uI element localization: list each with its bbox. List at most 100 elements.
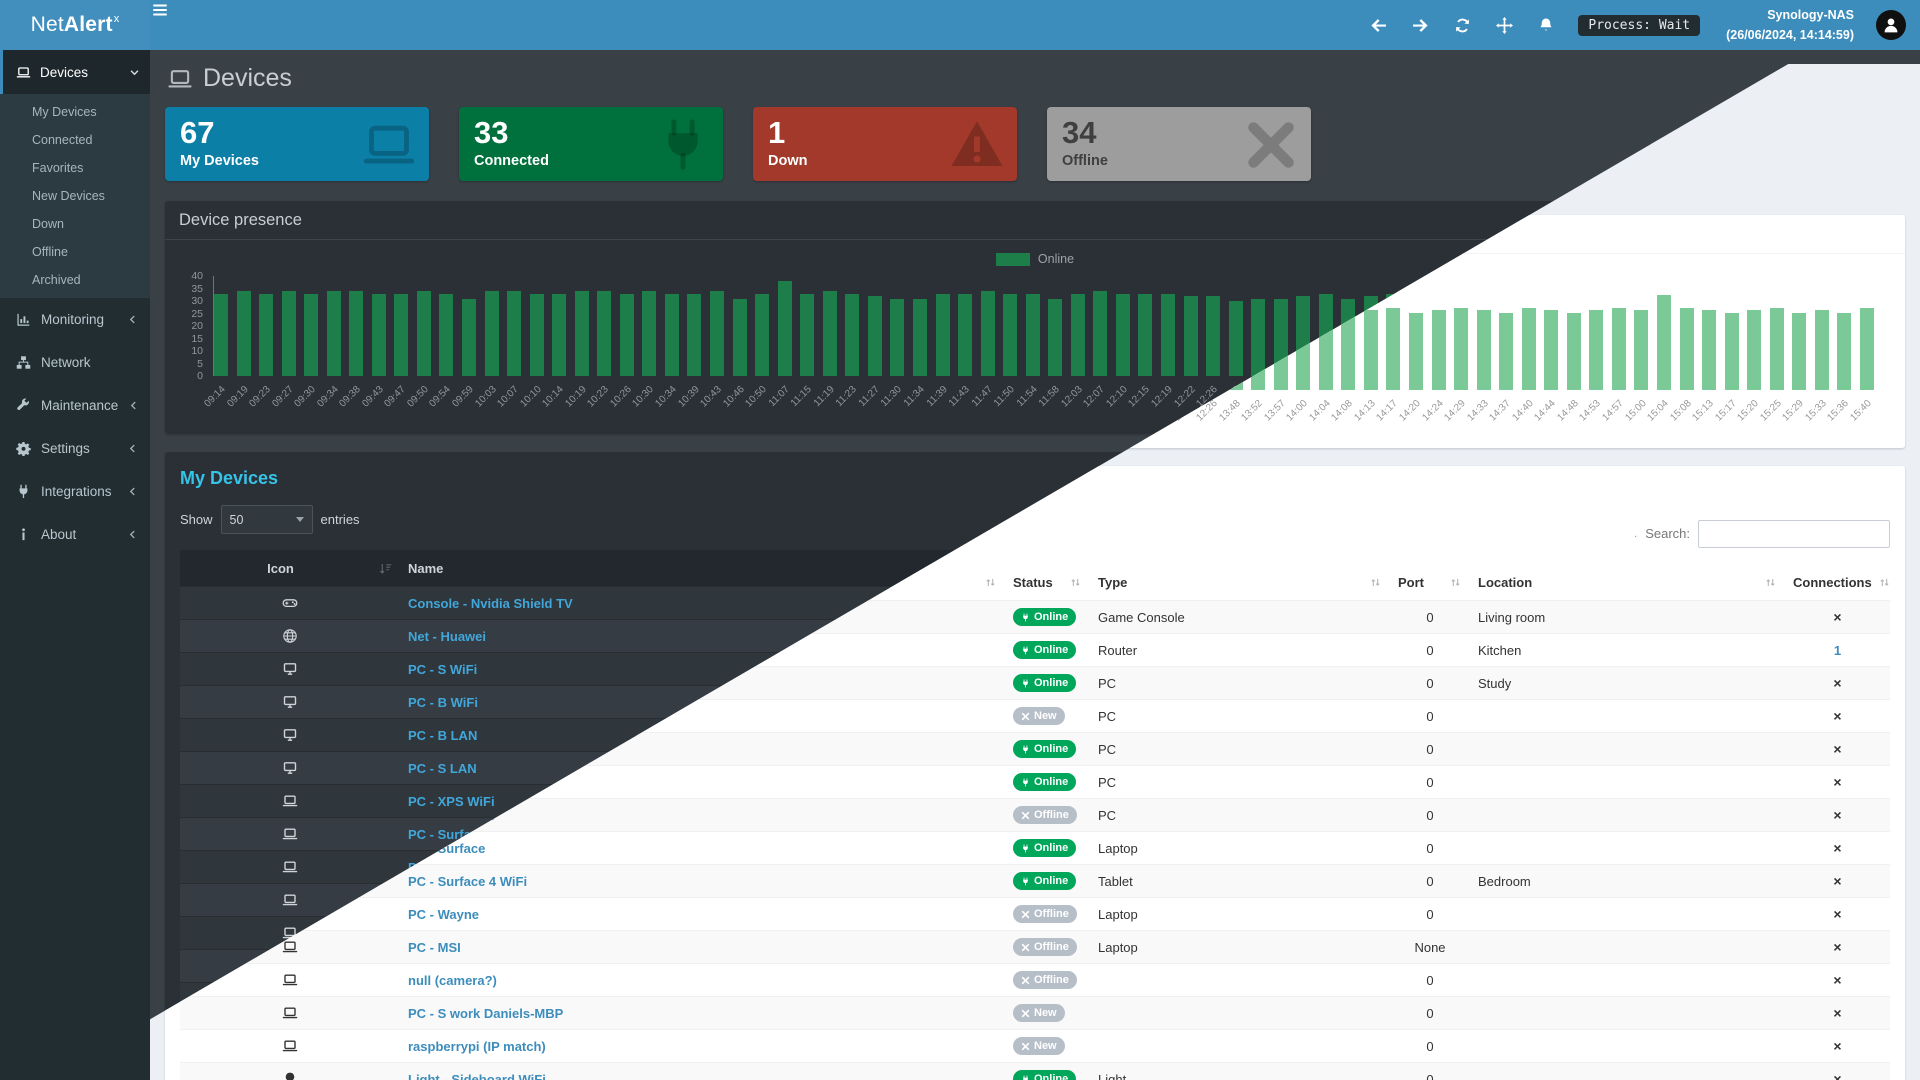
sidebar-item-settings[interactable]: Settings	[0, 427, 150, 470]
chart-bar	[1792, 312, 1807, 390]
sidebar-item-monitoring[interactable]: Monitoring	[0, 298, 150, 341]
device-status-cell: New	[1005, 707, 1090, 725]
sidebar-subitem-favorites[interactable]: Favorites	[32, 161, 84, 175]
device-name-link[interactable]: PC - XPS WiFi	[408, 793, 495, 809]
sitemap-icon	[16, 355, 31, 370]
move-icon[interactable]	[1494, 15, 1514, 35]
device-name-link[interactable]: Console - Nvidia Shield TV	[408, 595, 573, 611]
chart-bar	[1183, 296, 1198, 376]
chart-bar	[800, 293, 815, 376]
chart-bar	[732, 298, 747, 376]
device-name-link[interactable]: PC - S LAN	[408, 760, 477, 776]
sidebar-subitem-down[interactable]: Down	[32, 217, 64, 231]
column-header-type[interactable]: Type	[1090, 564, 1390, 600]
sidebar-item-network[interactable]: Network	[0, 341, 150, 384]
sidebar-subitem-connected[interactable]: Connected	[32, 133, 93, 147]
device-icon-cell	[180, 661, 400, 677]
sidebar-item-maintenance[interactable]: Maintenance	[0, 384, 150, 427]
card-value: 67	[180, 115, 215, 150]
chart-bar	[1679, 307, 1694, 390]
search-input[interactable]	[1698, 519, 1890, 548]
status-badge: Online	[1013, 839, 1077, 857]
column-header-icon[interactable]: Icon	[180, 550, 400, 586]
device-icon-cell	[180, 793, 400, 809]
status-label: Online	[1034, 775, 1069, 788]
sidebar-subitem-offline[interactable]: Offline	[32, 245, 68, 259]
column-label: Connections	[1793, 574, 1872, 590]
device-connections-cell: ×	[1785, 774, 1890, 790]
chart-bar	[1160, 293, 1175, 376]
y-tick-label: 20	[191, 320, 203, 332]
avatar[interactable]	[1876, 10, 1906, 40]
sidebar-subitem-my-devices[interactable]: My Devices	[32, 105, 97, 119]
device-icon-cell	[180, 826, 400, 842]
sidebar-item-label: Maintenance	[41, 398, 119, 413]
x-icon	[1021, 910, 1030, 919]
connections-link[interactable]: 1	[1833, 642, 1842, 658]
status-badge: New	[1013, 707, 1065, 725]
search-prefix: .	[1634, 527, 1638, 540]
card-connected[interactable]: 33 Connected	[459, 107, 723, 181]
bell-icon[interactable]	[1536, 15, 1556, 35]
chart-bar	[552, 293, 567, 376]
status-badge: Online	[1013, 641, 1077, 659]
device-name-cell: raspberrypi (IP match)	[400, 1039, 1005, 1054]
page-size-select[interactable]: 50	[220, 505, 313, 534]
chart-bar	[529, 293, 544, 376]
sidebar-item-integrations[interactable]: Integrations	[0, 470, 150, 513]
x-icon	[1243, 117, 1299, 173]
device-name-link[interactable]: PC - S WiFi	[408, 661, 478, 677]
no-connection-mark: ×	[1833, 840, 1842, 856]
status-label: Online	[1034, 1072, 1069, 1080]
column-header-location[interactable]: Location	[1470, 564, 1785, 600]
devices-submenu: My Devices Connected Favorites New Devices D…	[0, 94, 150, 298]
status-badge: New	[1013, 1037, 1065, 1055]
sort-updown-icon	[1449, 576, 1462, 589]
card-offline[interactable]: 34 Offline	[1047, 107, 1311, 181]
no-connection-mark: ×	[1833, 939, 1842, 955]
arrow-left-icon[interactable]	[1368, 15, 1388, 35]
sidebar-subitem-new-devices[interactable]: New Devices	[32, 189, 105, 203]
sidebar-subitem-archived[interactable]: Archived	[32, 273, 81, 287]
status-label: Online	[1034, 874, 1069, 887]
card-my-devices[interactable]: 67 My Devices	[165, 107, 429, 181]
device-type-cell: Game Console	[1098, 609, 1185, 625]
chart-bar	[1521, 307, 1536, 390]
chart-bar	[281, 291, 296, 376]
device-name-link[interactable]: null (camera?)	[408, 972, 497, 988]
sort-updown-icon	[1878, 576, 1891, 589]
refresh-icon[interactable]	[1452, 15, 1472, 35]
chart-bar	[1657, 295, 1671, 390]
status-badge: Offline	[1013, 806, 1077, 824]
chart-legend[interactable]: Online	[175, 252, 1895, 266]
device-name-link[interactable]: Light - Sideboard WiFi	[408, 1071, 546, 1080]
sidebar-item-about[interactable]: About	[0, 513, 150, 556]
hamburger-icon[interactable]	[150, 0, 170, 20]
device-name-link[interactable]: PC - B LAN	[408, 727, 478, 743]
chevron-left-icon	[128, 400, 139, 411]
chart-bar	[1476, 310, 1491, 390]
device-port-cell: 0	[1426, 873, 1434, 889]
column-header-connections[interactable]: Connections	[1785, 564, 1899, 600]
column-header-port[interactable]: Port	[1390, 564, 1470, 600]
card-down[interactable]: 1 Down	[753, 107, 1017, 181]
info-icon	[16, 527, 31, 542]
device-name-link[interactable]: Net - Huawei	[408, 628, 487, 644]
status-label: Online	[1034, 610, 1069, 623]
arrow-right-icon[interactable]	[1410, 15, 1430, 35]
chevron-left-icon	[127, 529, 138, 540]
device-name-link[interactable]: PC - B WiFi	[408, 694, 478, 710]
device-name-link[interactable]: PC - Wayne	[408, 906, 480, 922]
device-name-link[interactable]: PC - MSI	[408, 939, 461, 955]
device-name-link[interactable]: PC - Surface 4 WiFi	[408, 873, 528, 889]
column-header-status[interactable]: Status	[1005, 564, 1090, 600]
device-name-link[interactable]: PC - S work Daniels-MBP	[408, 1005, 564, 1021]
chevron-left-icon	[127, 314, 138, 325]
device-name-link[interactable]: raspberrypi (IP match)	[408, 1038, 546, 1054]
chart-bar	[822, 291, 837, 376]
no-connection-mark: ×	[1833, 906, 1842, 922]
bulb-icon	[282, 1071, 298, 1080]
sidebar-item-devices[interactable]: Devices	[0, 50, 150, 94]
chart-bar	[1115, 293, 1130, 376]
